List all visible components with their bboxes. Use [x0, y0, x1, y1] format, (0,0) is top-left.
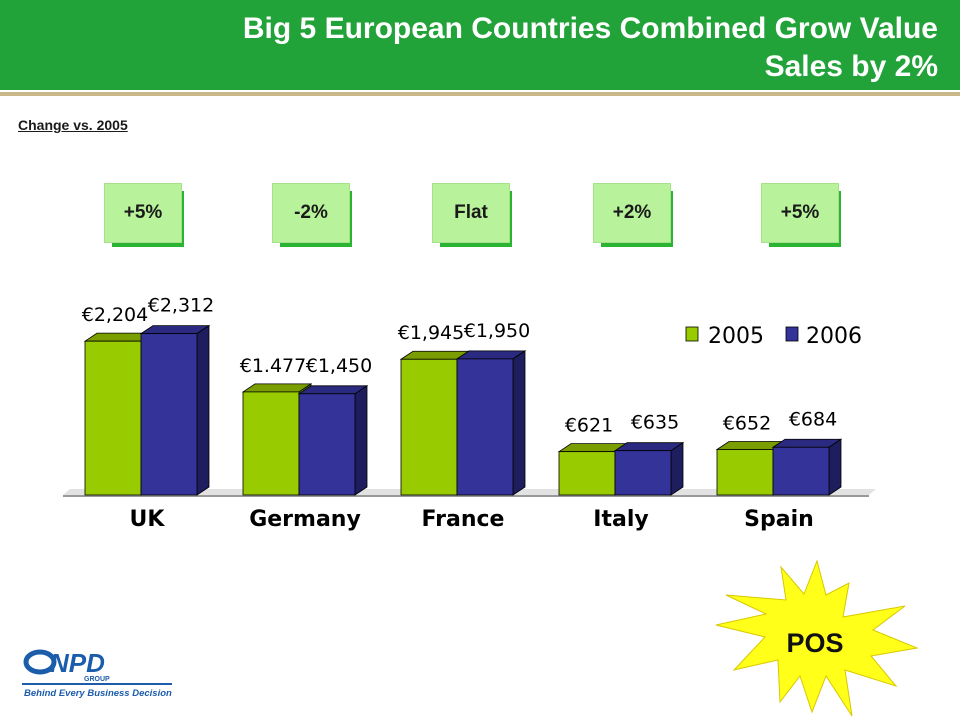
data-label-2006-france: €1,950	[464, 320, 530, 342]
logo-group-text: GROUP	[84, 676, 110, 683]
bar-2006-germany	[298, 393, 356, 496]
header-bar	[0, 0, 960, 90]
badge-text: -2%	[272, 183, 350, 243]
legend-label-2006: 2006	[806, 324, 862, 349]
legend-swatch-2005	[685, 326, 699, 342]
title-line-2: Sales by 2%	[764, 50, 938, 83]
logo-swoosh	[23, 649, 57, 675]
chart-subtitle: Change vs. 2005	[18, 117, 128, 133]
data-label-2006-spain: €684	[789, 408, 837, 430]
npd-logo-graphic: NPD GROUP Behind Every Business Decision	[22, 648, 172, 699]
change-badge-germany: -2%	[272, 183, 352, 247]
category-label-france: France	[422, 507, 505, 532]
change-badge-uk: +5%	[104, 183, 184, 247]
category-label-italy: Italy	[593, 507, 648, 532]
badge-text: Flat	[432, 183, 510, 243]
starburst-shape	[715, 559, 919, 717]
category-label-uk: UK	[130, 507, 166, 532]
chart-floor-edge	[63, 495, 869, 497]
callout-text: POS	[786, 628, 843, 658]
bar-2005-germany	[242, 391, 300, 496]
category-label-spain: Spain	[744, 507, 814, 532]
data-label-2006-germany: €1,450	[306, 355, 372, 377]
npd-logo: NPD GROUP Behind Every Business Decision	[22, 646, 182, 702]
data-label-2005-france: €1,945	[398, 322, 464, 344]
data-label-2005-italy: €621	[565, 415, 613, 437]
logo-brand-text: NPD	[50, 648, 105, 678]
data-label-2005-spain: €652	[723, 412, 771, 434]
legend-label-2005: 2005	[708, 324, 764, 349]
logo-rule	[22, 683, 172, 685]
page-title: Big 5 European Countries Combined Grow V…	[78, 10, 938, 86]
data-label-2006-uk: €2,312	[148, 295, 214, 317]
data-label-2005-uk: €2,204	[82, 304, 148, 326]
category-label-germany: Germany	[249, 507, 361, 532]
header-divider	[0, 92, 960, 96]
badge-text: +5%	[761, 183, 839, 243]
title-line-1: Big 5 European Countries Combined Grow V…	[242, 12, 938, 45]
change-badge-spain: +5%	[761, 183, 841, 247]
legend-swatch-2006	[785, 326, 799, 342]
bar-2006-spain	[772, 446, 830, 496]
badge-text: +5%	[104, 183, 182, 243]
bar-2006-italy	[614, 450, 672, 496]
badge-text: +2%	[593, 183, 671, 243]
logo-tagline: Behind Every Business Decision	[24, 688, 172, 699]
data-label-2006-italy: €635	[631, 412, 679, 434]
bar-2005-italy	[558, 451, 616, 496]
bar-2006-uk	[140, 333, 198, 496]
data-label-2005-germany: €1.477	[240, 355, 306, 377]
change-badge-france: Flat	[432, 183, 512, 247]
change-badge-italy: +2%	[593, 183, 673, 247]
bar-2006-france	[456, 358, 514, 496]
